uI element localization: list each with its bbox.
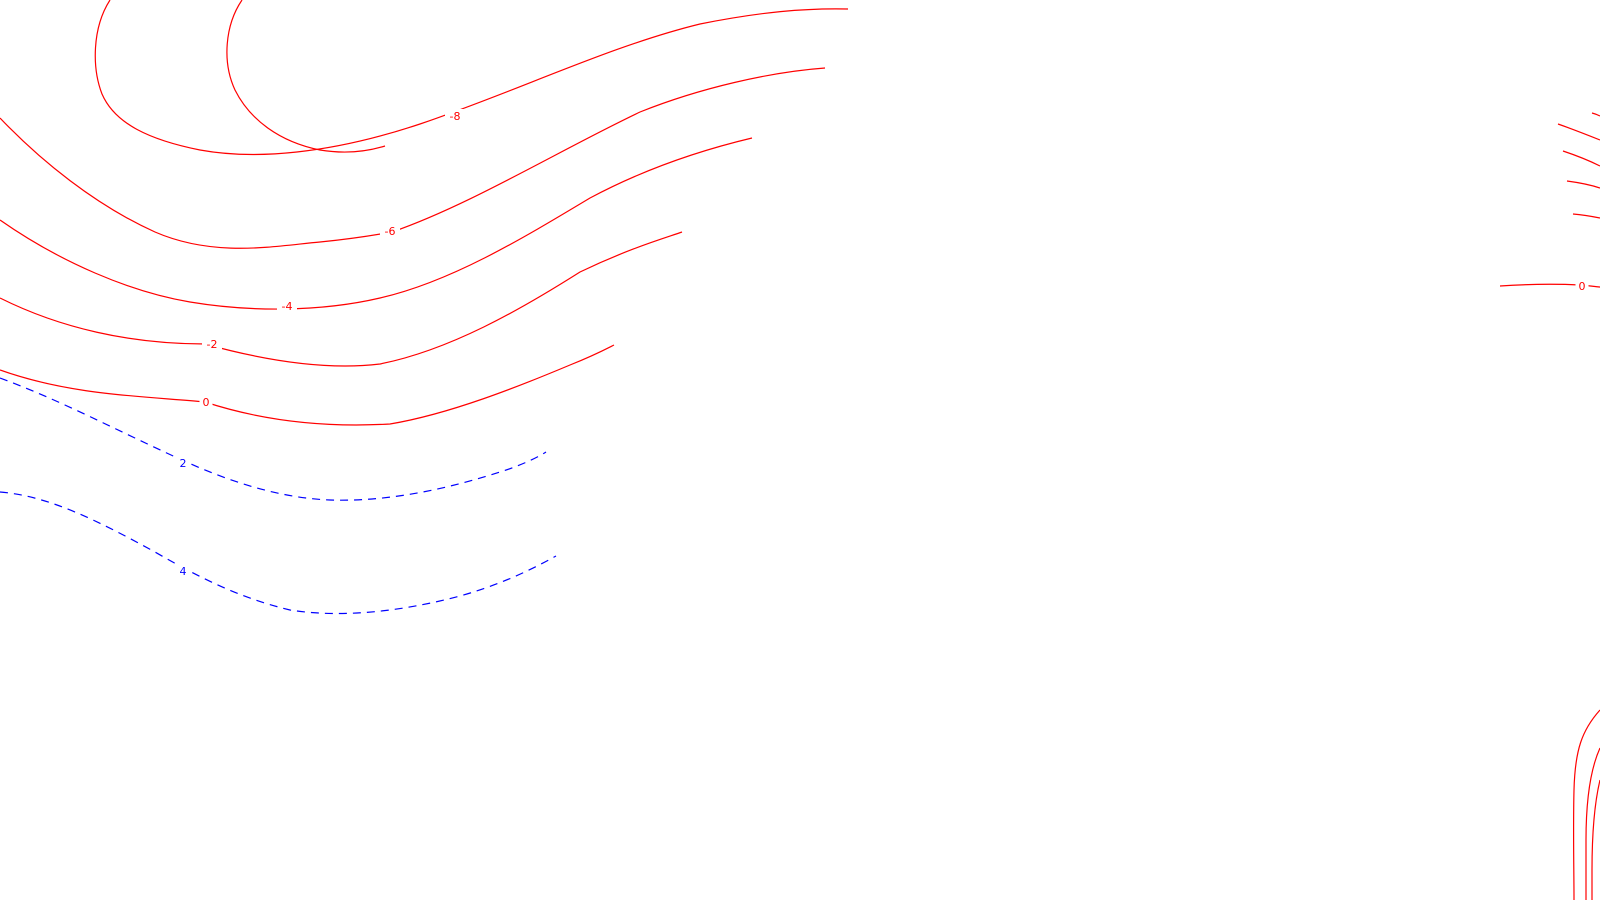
contour-line-c-pos2 — [0, 377, 547, 501]
contour-line-c-bottom-a — [1572, 709, 1600, 900]
contour-line-c-neg6 — [226, 0, 386, 153]
contour-label-bg — [277, 299, 297, 313]
contour-label: 0 — [1579, 280, 1586, 293]
contour-label-bg — [445, 109, 465, 123]
contour-line-c-0 — [0, 344, 615, 426]
contour-label: 2 — [180, 457, 187, 470]
contour-line-c-bottom-b — [1585, 747, 1600, 900]
contour-line-c-right-c — [1562, 150, 1600, 167]
contour-label-bg — [380, 224, 400, 238]
contour-line-c-right-d — [1566, 180, 1600, 189]
contour-label: -2 — [207, 338, 218, 351]
contour-line-c-neg4 — [0, 137, 753, 310]
contour-line-c-neg2 — [0, 231, 683, 367]
contour-line-c-neg8 — [94, 0, 849, 156]
contour-line-c-right-b — [1557, 123, 1600, 141]
contour-label-bg — [176, 564, 190, 578]
contour-line-c-neg6b — [0, 67, 826, 249]
contour-line-c-right-e — [1572, 213, 1600, 219]
contour-label: 0 — [203, 396, 210, 409]
contour-label-bg — [202, 337, 222, 351]
contour-label: -6 — [385, 225, 396, 238]
contour-line-c-bottom-c — [1591, 779, 1600, 900]
contour-label: -4 — [282, 300, 293, 313]
contour-label-bg — [176, 456, 190, 470]
contour-label-bg — [199, 395, 213, 409]
contour-line-c-right-a — [1591, 112, 1600, 117]
contour-label: 4 — [180, 565, 187, 578]
contour-line-c-pos4 — [0, 491, 557, 615]
contour-label-bg — [1575, 279, 1589, 293]
contour-label: -8 — [450, 110, 461, 123]
